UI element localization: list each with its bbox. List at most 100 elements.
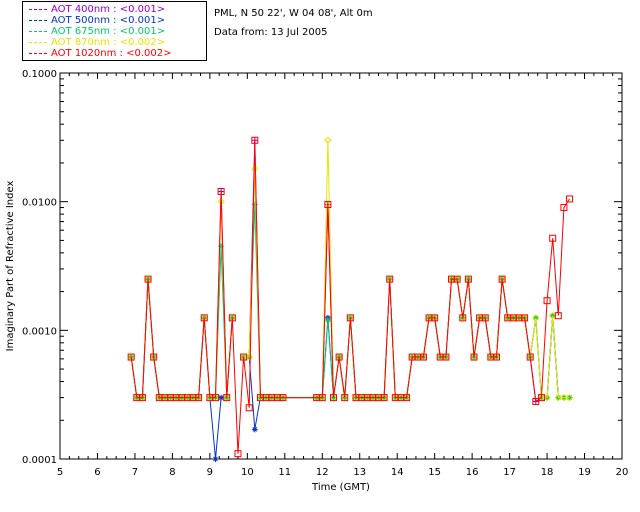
- data-point: [335, 353, 343, 361]
- data-point: [251, 165, 259, 173]
- data-point: [217, 187, 225, 195]
- data-point: [218, 394, 225, 401]
- data-point: [419, 353, 427, 361]
- x-tick-label: 9: [207, 467, 213, 478]
- legend-swatch: [29, 53, 47, 54]
- x-tick-label: 19: [578, 467, 591, 478]
- series-line: [130, 140, 570, 454]
- site-info: PML, N 50 22', W 04 08', Alt 0m: [214, 8, 373, 19]
- data-point: [470, 353, 478, 361]
- data-point: [318, 394, 326, 402]
- x-tick-label: 20: [616, 467, 629, 478]
- legend-swatch: [29, 20, 47, 21]
- legend-label: AOT 1020nm : <0.002>: [51, 48, 172, 59]
- data-point: [543, 297, 551, 305]
- x-tick-label: 5: [57, 467, 63, 478]
- data-point: [279, 394, 287, 402]
- data-point: [431, 314, 439, 322]
- data-point: [212, 456, 219, 462]
- legend-swatch: [29, 42, 47, 43]
- data-point: [324, 201, 332, 209]
- data-point: [521, 314, 529, 322]
- data-point: [201, 314, 208, 321]
- data-point: [492, 353, 500, 361]
- data-point: [240, 353, 248, 361]
- data-point: [554, 312, 562, 320]
- data-point: [346, 314, 354, 322]
- data-point: [245, 404, 253, 412]
- legend-item-500nm: AOT 500nm : <0.001>: [23, 15, 206, 26]
- data-point: [380, 394, 388, 402]
- series-1020nm: [127, 136, 574, 458]
- legend: AOT 400nm : <0.001> AOT 500nm : <0.001> …: [22, 1, 207, 61]
- data-point: [330, 394, 338, 402]
- series-line: [243, 204, 570, 399]
- x-tick-label: 13: [353, 467, 366, 478]
- legend-label: AOT 500nm : <0.001>: [51, 15, 166, 26]
- data-point: [459, 314, 467, 322]
- y-tick-label: 0.1000: [22, 69, 57, 80]
- x-tick-label: 11: [278, 467, 291, 478]
- x-tick-label: 6: [94, 467, 100, 478]
- data-point: [324, 136, 332, 144]
- x-tick-label: 14: [391, 467, 404, 478]
- data-point: [127, 353, 135, 361]
- series-400nm: [128, 137, 573, 405]
- legend-label: AOT 675nm : <0.001>: [51, 26, 166, 37]
- x-tick-label: 16: [466, 467, 479, 478]
- data-point: [403, 394, 411, 402]
- legend-item-675nm: AOT 675nm : <0.001>: [23, 26, 206, 37]
- data-point: [347, 314, 354, 321]
- y-tick-label: 0.0100: [22, 198, 57, 209]
- data-point: [442, 353, 450, 361]
- data-point: [532, 314, 540, 322]
- y-axis-label: Imaginary Part of Refractive Index: [5, 181, 16, 352]
- x-tick-label: 8: [169, 467, 175, 478]
- data-point: [138, 394, 146, 402]
- x-tick-label: 17: [503, 467, 516, 478]
- legend-item-870nm: AOT 870nm : <0.002>: [23, 37, 206, 48]
- data-point: [245, 353, 253, 361]
- series-line: [130, 201, 233, 399]
- x-tick-label: 12: [316, 467, 329, 478]
- data-point: [251, 201, 258, 208]
- y-tick-label: 0.0010: [22, 326, 57, 337]
- date-info: Data from: 13 Jul 2005: [214, 27, 328, 38]
- data-point: [543, 393, 551, 402]
- data-point: [560, 204, 568, 212]
- data-point: [223, 394, 231, 402]
- data-point: [464, 275, 472, 283]
- series-line: [243, 278, 570, 430]
- data-point: [234, 450, 242, 458]
- x-tick-label: 10: [241, 467, 254, 478]
- legend-item-400nm: AOT 400nm : <0.001>: [23, 4, 206, 15]
- data-point: [566, 195, 574, 203]
- x-tick-label: 7: [132, 467, 138, 478]
- legend-label: AOT 400nm : <0.001>: [51, 4, 166, 15]
- data-point: [251, 426, 258, 433]
- data-point: [566, 394, 573, 401]
- legend-label: AOT 870nm : <0.002>: [51, 37, 166, 48]
- data-point: [453, 275, 461, 283]
- data-point: [200, 314, 208, 322]
- data-point: [195, 394, 203, 402]
- series-870nm: [127, 136, 574, 402]
- data-point: [228, 314, 236, 322]
- data-point: [251, 136, 259, 144]
- x-axis-label: Time (GMT): [311, 482, 370, 493]
- data-point: [341, 394, 349, 402]
- data-point: [150, 353, 158, 361]
- data-point: [144, 275, 152, 283]
- data-point: [211, 394, 219, 402]
- legend-item-1020nm: AOT 1020nm : <0.002>: [23, 48, 206, 59]
- data-point: [565, 393, 574, 402]
- data-point: [386, 275, 394, 283]
- x-tick-label: 15: [428, 467, 441, 478]
- series-line: [243, 140, 570, 403]
- legend-swatch: [29, 9, 47, 10]
- data-point: [560, 393, 568, 402]
- data-point: [229, 314, 236, 321]
- data-point: [549, 234, 557, 242]
- data-point: [526, 353, 534, 361]
